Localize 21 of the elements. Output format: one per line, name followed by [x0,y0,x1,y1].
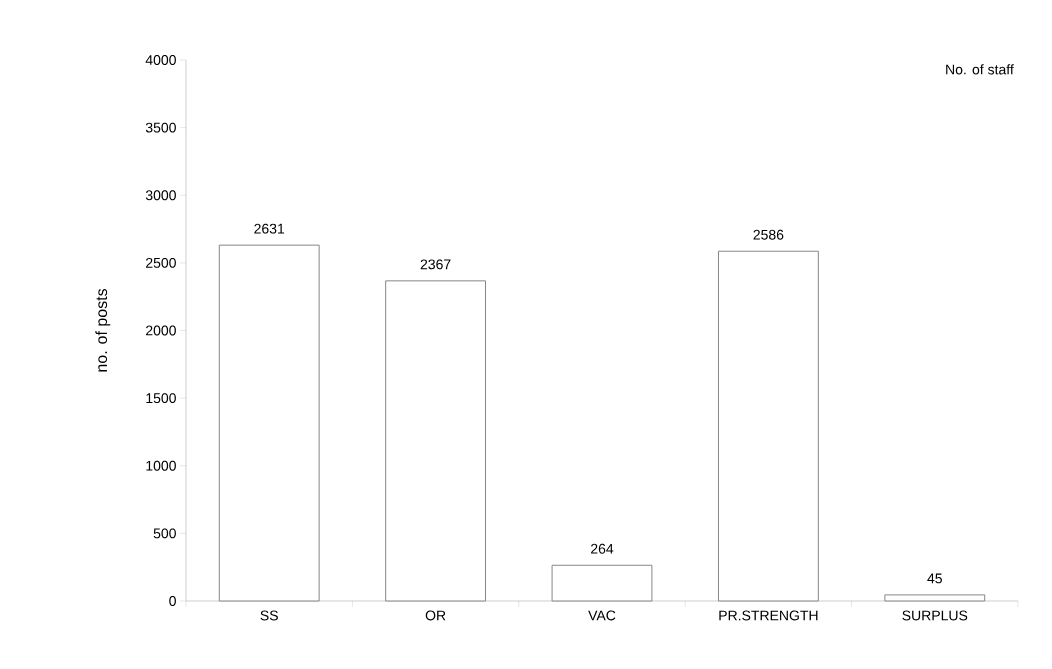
y-tick-label: 3500 [145,122,176,133]
data-label: 264 [591,543,614,554]
y-tick-label: 2000 [146,325,176,336]
y-tick-label: 4000 [145,55,176,65]
x-tick-label: SS [260,610,278,621]
y-tick-label: 0 [169,596,176,606]
y-tick-label: 1500 [146,393,176,404]
x-tick-label: SURPLUS [902,610,968,621]
y-tick-label: 1000 [146,460,176,471]
x-tick-label: OR [425,610,446,621]
y-tick-label: 500 [153,528,176,539]
data-label: 2631 [254,223,285,234]
data-label: 2367 [420,259,451,270]
data-label: 2586 [753,229,784,240]
data-label: 45 [927,573,942,584]
x-tick-label: VAC [588,610,616,621]
y-tick-label: 3000 [145,190,176,201]
y-axis-title: no. of posts [95,288,111,372]
y-tick-label: 2500 [146,257,176,268]
x-tick-label: PR.STRENGTH [719,610,818,621]
text: No. of staff [946,64,1014,75]
